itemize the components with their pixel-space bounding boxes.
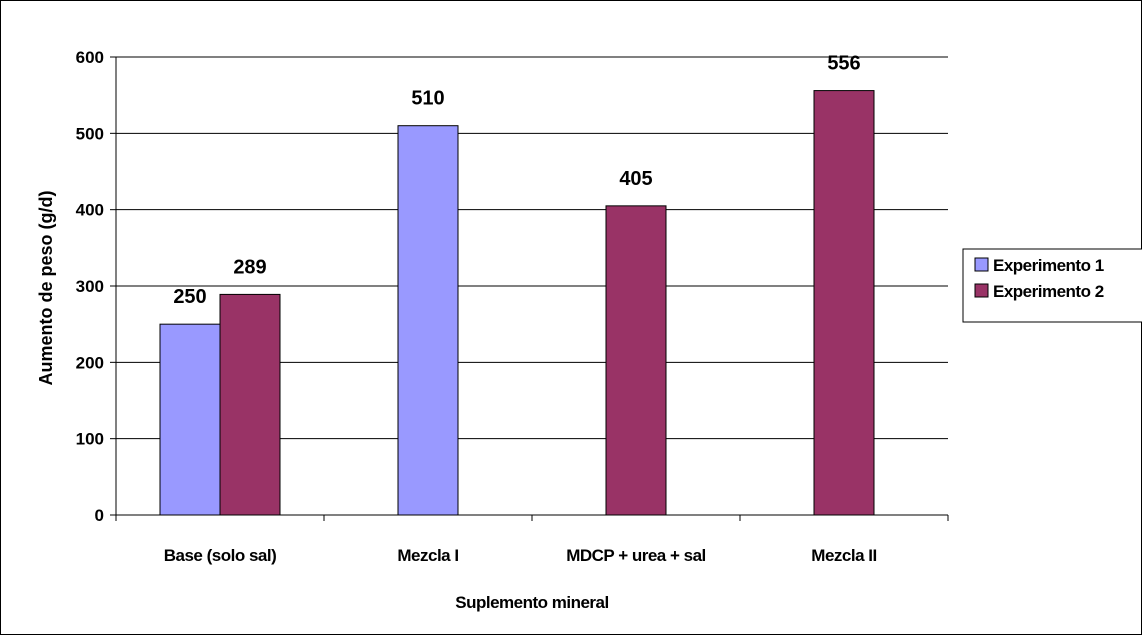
x-tick-label: Mezcla II	[811, 546, 876, 565]
x-tick-label: Base (solo sal)	[164, 546, 277, 565]
y-tick-label: 0	[95, 506, 104, 525]
y-tick-label: 300	[76, 277, 104, 296]
y-tick-labels: 0 100 200 300 400 500 600	[76, 48, 104, 525]
bar-experimento-2	[813, 90, 875, 516]
legend: Experimento 1 Experimento 2	[962, 248, 1142, 323]
y-tick-label: 500	[76, 124, 104, 143]
y-tick-label: 600	[76, 48, 104, 67]
data-label: 405	[619, 168, 652, 190]
data-label: 510	[411, 88, 444, 110]
legend-swatch-experimento-1	[974, 257, 989, 272]
y-tick-label: 100	[76, 430, 104, 449]
data-label: 250	[173, 286, 206, 308]
y-tick-label: 200	[76, 353, 104, 372]
data-labels: 250 289 510 405 556	[173, 53, 860, 309]
x-axis-title: Suplemento mineral	[455, 593, 608, 612]
data-label: 289	[233, 256, 266, 278]
y-tick-label: 400	[76, 201, 104, 220]
x-tick-label: MDCP + urea + sal	[566, 546, 706, 565]
legend-box	[962, 248, 1142, 323]
legend-swatch-experimento-2	[974, 283, 989, 298]
bars	[159, 90, 875, 516]
bar-experimento-2	[219, 293, 281, 516]
legend-label: Experimento 1	[993, 256, 1104, 275]
x-tick-labels: Base (solo sal) Mezcla I MDCP + urea + sal…	[164, 546, 877, 565]
legend-label: Experimento 2	[993, 282, 1104, 301]
bar-experimento-1	[397, 125, 459, 516]
y-axis-title: Aumento de peso (g/d)	[36, 191, 56, 386]
data-label: 556	[827, 53, 860, 75]
axes	[110, 56, 949, 521]
bar-experimento-2	[605, 205, 667, 516]
x-tick-label: Mezcla I	[397, 546, 458, 565]
bar-experimento-1	[159, 323, 221, 516]
